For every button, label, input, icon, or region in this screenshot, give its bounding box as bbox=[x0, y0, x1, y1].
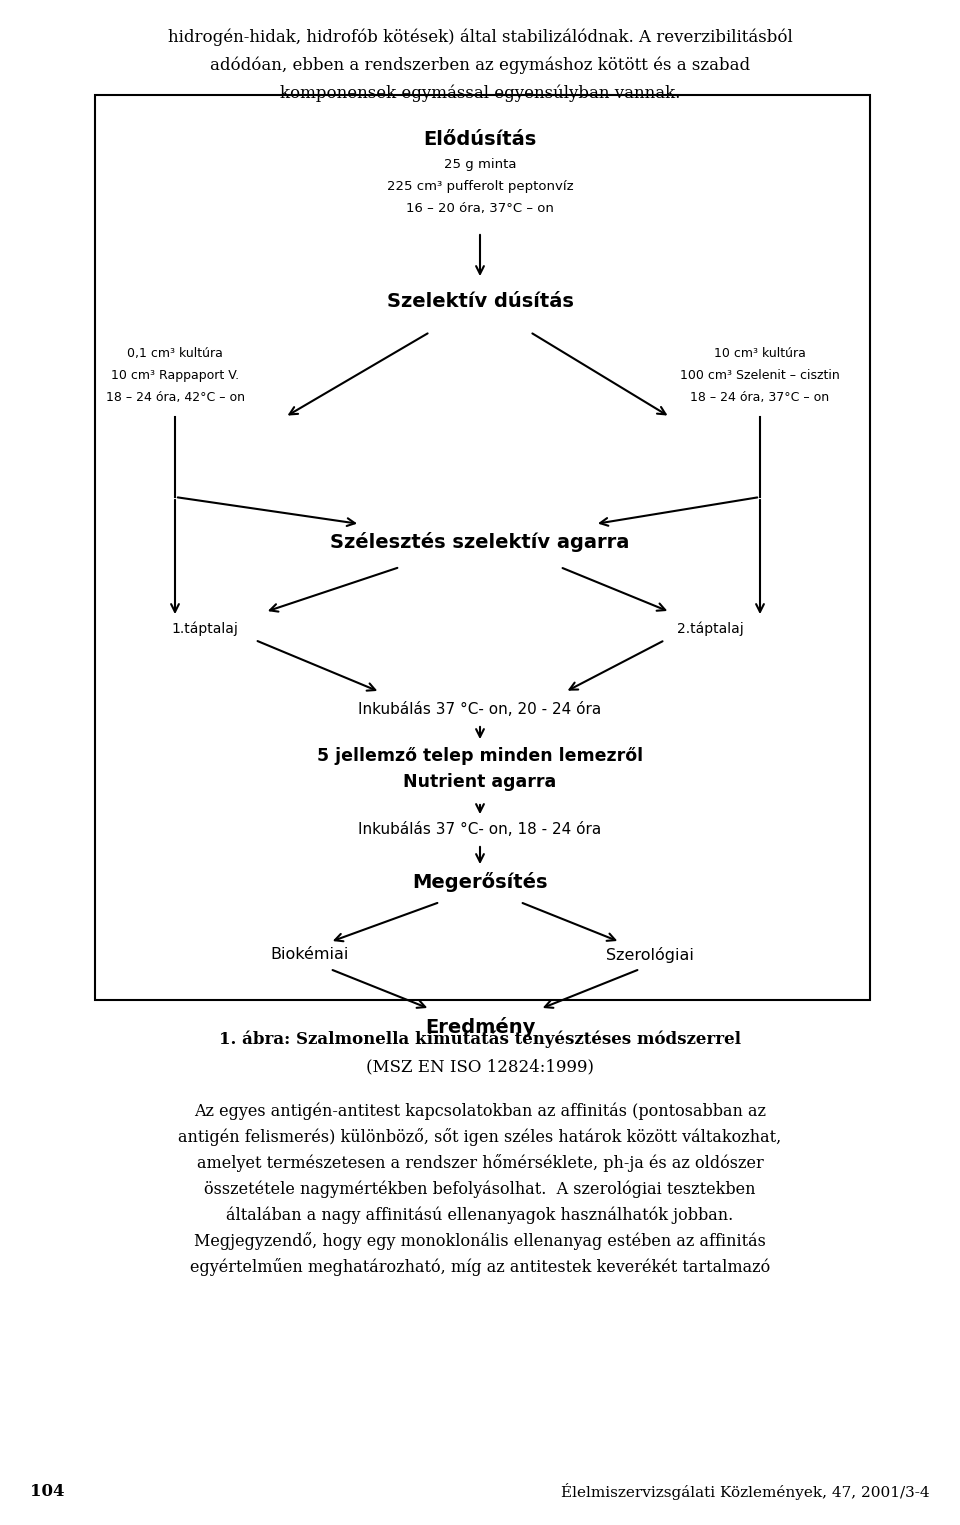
Text: komponensek egymással egyensúlyban vannak.: komponensek egymással egyensúlyban vanna… bbox=[279, 84, 681, 102]
Text: Szelektív dúsítás: Szelektív dúsítás bbox=[387, 291, 573, 311]
Text: összetétele nagymértékben befolyásolhat.  A szerológiai tesztekben: összetétele nagymértékben befolyásolhat.… bbox=[204, 1180, 756, 1197]
Text: 104: 104 bbox=[30, 1482, 64, 1501]
Text: 1. ábra: Szalmonella kimutatás tenyésztéses módszerrel: 1. ábra: Szalmonella kimutatás tenyészté… bbox=[219, 1029, 741, 1048]
Text: Elődúsítás: Elődúsítás bbox=[423, 130, 537, 149]
Text: amelyet természetesen a rendszer hőmérséklete, ph-ja és az oldószer: amelyet természetesen a rendszer hőmérsé… bbox=[197, 1154, 763, 1173]
Text: egyértelműen meghatározható, míg az antitestek keverékét tartalmazó: egyértelműen meghatározható, míg az anti… bbox=[190, 1258, 770, 1276]
Text: Nutrient agarra: Nutrient agarra bbox=[403, 773, 557, 791]
Text: hidrogén-hidak, hidrofób kötések) által stabilizálódnak. A reverzibilitásból: hidrogén-hidak, hidrofób kötések) által … bbox=[168, 27, 792, 46]
Text: 10 cm³ kultúra: 10 cm³ kultúra bbox=[714, 348, 806, 360]
Text: 2.táptalaj: 2.táptalaj bbox=[677, 622, 743, 636]
Text: Inkubálás 37 °C- on, 20 - 24 óra: Inkubálás 37 °C- on, 20 - 24 óra bbox=[358, 702, 602, 717]
Text: 1.táptalaj: 1.táptalaj bbox=[172, 622, 238, 636]
Text: Az egyes antigén-antitest kapcsolatokban az affinitás (pontosabban az: Az egyes antigén-antitest kapcsolatokban… bbox=[194, 1103, 766, 1119]
Text: Biokémiai: Biokémiai bbox=[271, 947, 349, 962]
Text: Inkubálás 37 °C- on, 18 - 24 óra: Inkubálás 37 °C- on, 18 - 24 óra bbox=[358, 822, 602, 837]
Text: antigén felismerés) különböző, sőt igen széles határok között váltakozhat,: antigén felismerés) különböző, sőt igen … bbox=[179, 1128, 781, 1145]
Text: 18 – 24 óra, 42°C – on: 18 – 24 óra, 42°C – on bbox=[106, 390, 245, 404]
Text: 25 g minta: 25 g minta bbox=[444, 159, 516, 171]
Text: adódóan, ebben a rendszerben az egymáshoz kötött és a szabad: adódóan, ebben a rendszerben az egymásho… bbox=[210, 56, 750, 73]
Text: Megjegyzendő, hogy egy monoklonális ellenanyag estében az affinitás: Megjegyzendő, hogy egy monoklonális elle… bbox=[194, 1232, 766, 1250]
Text: Szélesztés szelektív agarra: Szélesztés szelektív agarra bbox=[330, 532, 630, 552]
Text: (MSZ EN ISO 12824:1999): (MSZ EN ISO 12824:1999) bbox=[366, 1058, 594, 1075]
Text: Eredmény: Eredmény bbox=[425, 1017, 535, 1037]
Text: Szerológiai: Szerológiai bbox=[606, 947, 694, 962]
Text: általában a nagy affinitású ellenanyagok használhatók jobban.: általában a nagy affinitású ellenanyagok… bbox=[227, 1206, 733, 1223]
Bar bbox=[95, 95, 870, 1000]
Text: Megerősítés: Megerősítés bbox=[412, 872, 548, 892]
Text: 225 cm³ pufferolt peptonvíz: 225 cm³ pufferolt peptonvíz bbox=[387, 180, 573, 194]
Text: 18 – 24 óra, 37°C – on: 18 – 24 óra, 37°C – on bbox=[690, 390, 829, 404]
Text: 10 cm³ Rappaport V.: 10 cm³ Rappaport V. bbox=[111, 369, 239, 381]
Text: 5 jellemző telep minden lemezről: 5 jellemző telep minden lemezről bbox=[317, 747, 643, 766]
Text: 0,1 cm³ kultúra: 0,1 cm³ kultúra bbox=[127, 348, 223, 360]
Text: 16 – 20 óra, 37°C – on: 16 – 20 óra, 37°C – on bbox=[406, 201, 554, 215]
Text: Élelmiszervizsgálati Közlemények, 47, 2001/3-4: Élelmiszervizsgálati Közlemények, 47, 20… bbox=[562, 1482, 930, 1501]
Text: 100 cm³ Szelenit – cisztin: 100 cm³ Szelenit – cisztin bbox=[680, 369, 840, 381]
